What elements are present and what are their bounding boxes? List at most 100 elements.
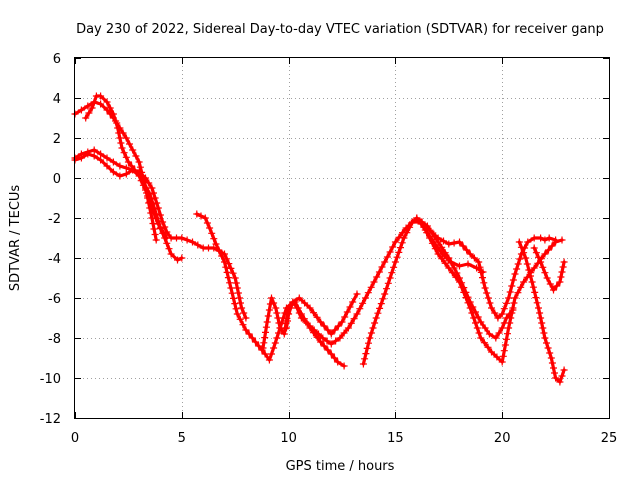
- data-point: [524, 238, 532, 246]
- data-point: [197, 212, 205, 220]
- data-point: [517, 283, 525, 291]
- data-point: [189, 238, 196, 246]
- data-point: [473, 264, 481, 272]
- data-point: [147, 195, 155, 203]
- data-point: [215, 246, 223, 254]
- data-point: [112, 117, 120, 125]
- data-point: [537, 314, 545, 322]
- data-point: [445, 240, 453, 248]
- data-point: [331, 326, 339, 334]
- data-point: [261, 334, 269, 342]
- data-point: [226, 279, 234, 287]
- data-point: [163, 239, 171, 247]
- y-tick-label: 2: [53, 132, 61, 147]
- data-point: [139, 181, 147, 189]
- data-point: [532, 249, 540, 257]
- data-point: [402, 224, 410, 232]
- data-point: [470, 254, 478, 262]
- data-point: [148, 184, 156, 192]
- data-point: [520, 278, 528, 286]
- data-point: [154, 220, 162, 228]
- data-point: [356, 305, 364, 313]
- data-point: [545, 246, 552, 254]
- data-point: [320, 322, 328, 330]
- data-point: [97, 100, 105, 108]
- data-point: [240, 309, 248, 317]
- data-point: [293, 304, 301, 312]
- data-point: [248, 334, 256, 342]
- data-point: [116, 172, 124, 180]
- data-point: [560, 366, 568, 374]
- data-point: [306, 322, 314, 330]
- data-point: [97, 92, 105, 100]
- data-point: [151, 231, 159, 238]
- data-point: [336, 334, 344, 342]
- y-tick-label: -10: [40, 372, 61, 387]
- data-point: [386, 248, 394, 256]
- data-point: [539, 324, 547, 332]
- data-point: [261, 350, 269, 358]
- data-point: [90, 98, 98, 106]
- data-point: [273, 309, 281, 317]
- data-point: [338, 318, 346, 326]
- data-point: [161, 223, 169, 231]
- data-point: [463, 246, 471, 254]
- data-point: [504, 330, 511, 338]
- data-point: [283, 324, 290, 332]
- data-point: [556, 278, 564, 286]
- data-point: [523, 260, 531, 268]
- data-point: [77, 154, 85, 162]
- data-point: [375, 268, 383, 276]
- data-point: [150, 225, 158, 233]
- data-point: [501, 341, 509, 349]
- data-point: [284, 309, 292, 317]
- y-tick-label: 0: [53, 172, 61, 187]
- data-point: [383, 285, 390, 293]
- data-point: [231, 274, 239, 282]
- data-point: [527, 272, 534, 280]
- data-point: [295, 309, 303, 317]
- data-point: [484, 294, 492, 302]
- data-point: [523, 273, 531, 281]
- data-point: [275, 329, 282, 337]
- data-point: [109, 168, 117, 176]
- data-point: [353, 290, 361, 298]
- data-point: [301, 299, 309, 307]
- data-point: [159, 218, 167, 226]
- data-point: [85, 109, 93, 117]
- data-point: [560, 258, 568, 266]
- data-point: [558, 236, 566, 244]
- data-point: [548, 359, 556, 367]
- data-point: [229, 269, 237, 277]
- data-point: [77, 106, 85, 114]
- data-point: [129, 166, 137, 174]
- data-point: [262, 328, 269, 336]
- data-point: [391, 258, 399, 266]
- data-point: [208, 229, 216, 237]
- data-point: [409, 218, 416, 226]
- data-point: [341, 313, 349, 321]
- data-point: [310, 326, 318, 334]
- data-point: [233, 284, 241, 292]
- data-point: [146, 198, 154, 206]
- data-point: [324, 346, 332, 354]
- data-point: [264, 312, 272, 320]
- data-point: [477, 334, 485, 342]
- data-point: [492, 334, 500, 342]
- data-point: [388, 269, 396, 277]
- data-point: [480, 279, 488, 287]
- data-point: [245, 330, 253, 338]
- data-point: [466, 304, 474, 312]
- data-point: [210, 235, 218, 243]
- data-point: [536, 309, 544, 317]
- data-point: [381, 290, 389, 298]
- data-point: [514, 260, 522, 268]
- data-point: [468, 309, 476, 317]
- data-point: [515, 238, 523, 246]
- data-point: [210, 244, 218, 252]
- data-point: [372, 314, 380, 322]
- data-point: [128, 162, 136, 170]
- data-point: [310, 309, 317, 317]
- data-point: [441, 259, 449, 267]
